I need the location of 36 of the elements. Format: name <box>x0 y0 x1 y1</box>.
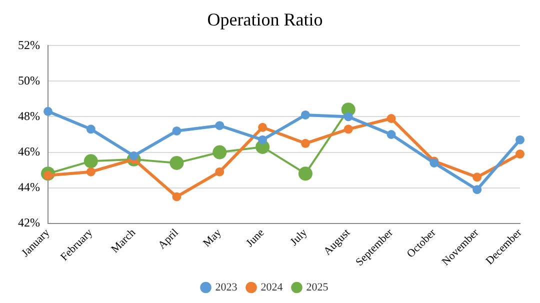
y-tick-label: 46% <box>18 144 40 158</box>
point <box>258 135 268 144</box>
x-tick-label: July <box>288 226 310 248</box>
point <box>215 167 224 176</box>
point <box>215 121 224 130</box>
point <box>472 185 482 194</box>
y-tick-label: 48% <box>18 108 40 123</box>
legend-label: 2023 <box>215 281 238 294</box>
chart-title: Operation Ratio <box>207 10 323 30</box>
x-tick-label: June <box>244 226 267 250</box>
point <box>172 192 182 202</box>
point <box>300 138 310 148</box>
point <box>472 172 482 182</box>
point <box>386 114 396 123</box>
y-tick-label: 50% <box>18 73 40 88</box>
x-tick-label: May <box>201 226 224 250</box>
point <box>86 124 96 134</box>
point <box>344 112 353 122</box>
point <box>298 166 312 181</box>
point <box>84 154 98 168</box>
point <box>86 167 96 176</box>
point <box>516 150 524 159</box>
point <box>212 145 227 160</box>
point <box>172 126 182 136</box>
point <box>258 122 268 132</box>
y-tick-label: 42% <box>18 216 40 230</box>
point <box>170 156 184 170</box>
legend-label: 2024 <box>260 281 284 294</box>
point <box>516 135 524 144</box>
point <box>300 110 310 120</box>
point <box>43 106 52 116</box>
legend-label: 2025 <box>306 281 329 294</box>
point <box>386 130 396 139</box>
point <box>344 124 353 134</box>
y-tick-label: 52% <box>18 38 40 52</box>
y-tick-label: 44% <box>18 180 40 194</box>
